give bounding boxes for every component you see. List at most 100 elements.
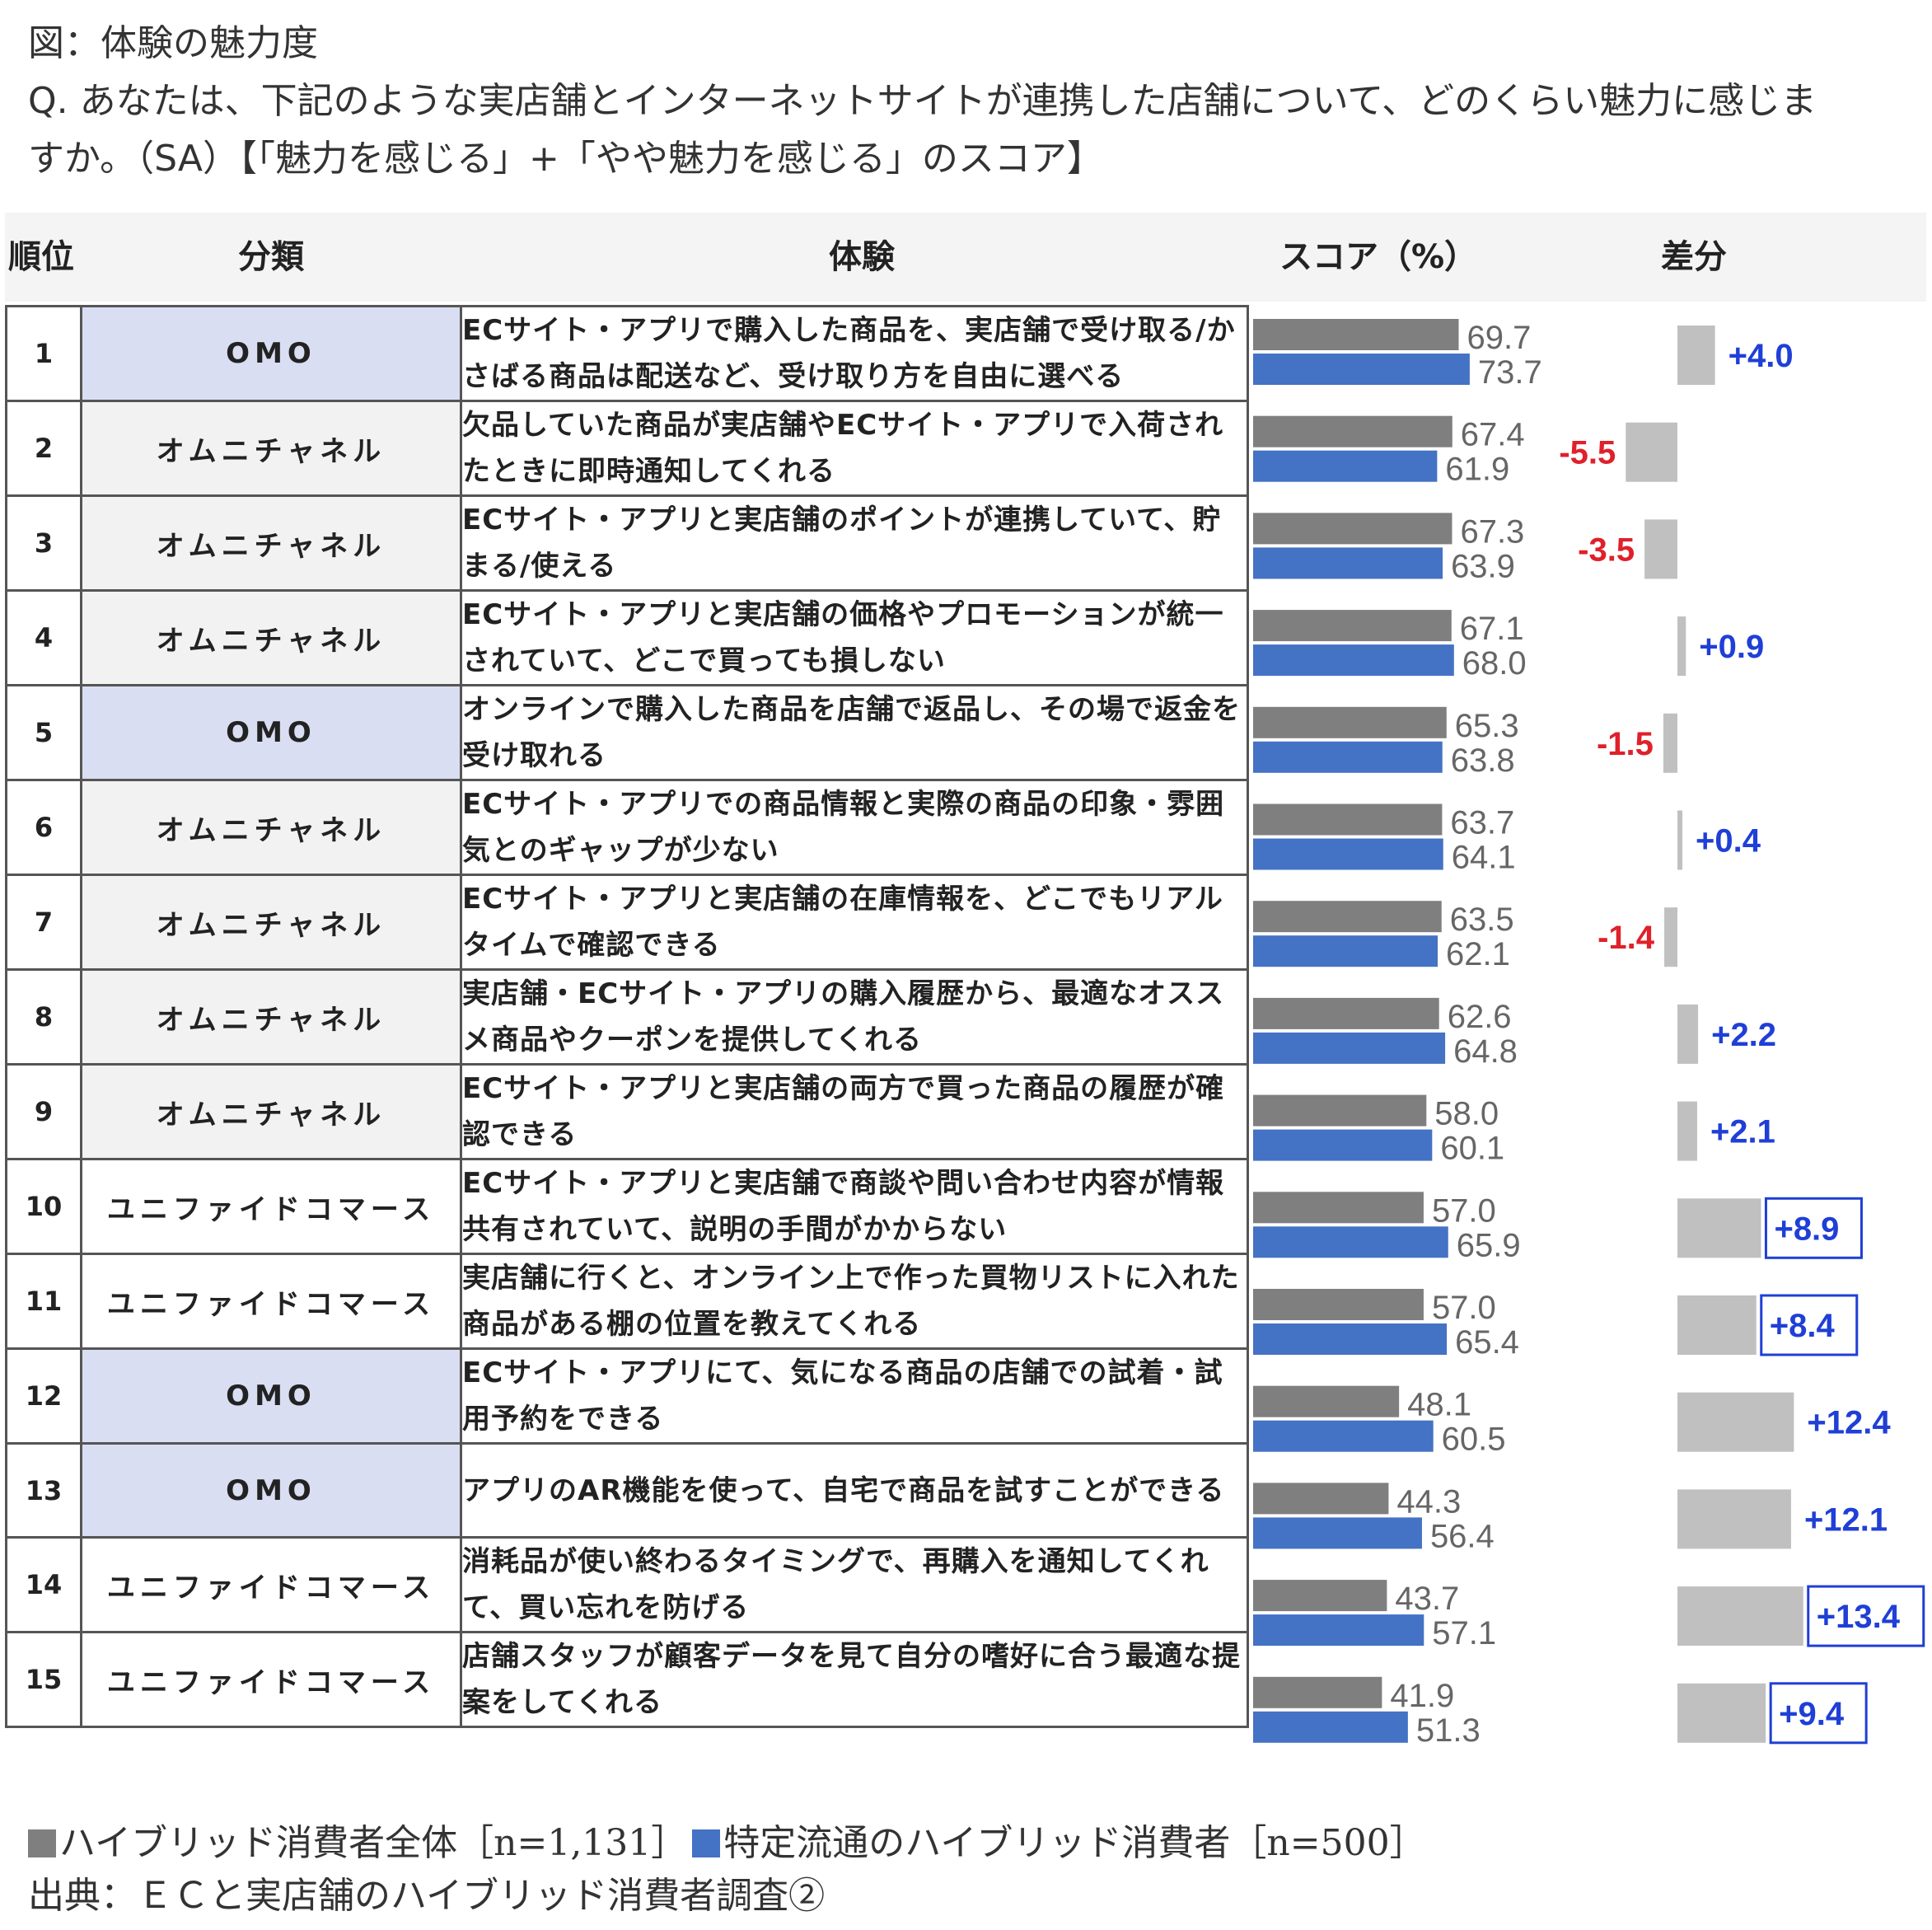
bar-specific-label: 56.4 xyxy=(1430,1518,1495,1554)
legend-label-specific: 特定流通のハイブリッド消費者［n=500］ xyxy=(723,1822,1426,1864)
table-row: 4 オムニチャネル ECサイト・アプリと実店舗の価格やプロモーションが統一されていて… xyxy=(5,589,1249,686)
bar-all xyxy=(1253,901,1442,933)
bar-all xyxy=(1253,1385,1400,1417)
bar-specific xyxy=(1253,1129,1433,1161)
legend-swatch-specific xyxy=(692,1829,721,1857)
bar-all-label: 67.4 xyxy=(1461,417,1525,453)
bar-specific xyxy=(1253,354,1470,385)
bar-specific-label: 60.5 xyxy=(1442,1422,1506,1458)
bar-all-label: 69.7 xyxy=(1467,320,1531,356)
diff-label: +9.4 xyxy=(1779,1696,1845,1732)
diff-highlight-box xyxy=(1760,1294,1859,1356)
category-cell: オムニチャネル xyxy=(80,1063,462,1160)
category-cell: オムニチャネル xyxy=(80,494,462,592)
bar-specific xyxy=(1253,547,1443,579)
table-row: 5 OMO オンラインで購入した商品を店舗で返品し、その場で返金を受け取れる xyxy=(5,684,1249,781)
table-row: 10 ユニファイドコマース ECサイト・アプリと実店舗で商談や問い合わせ内容が情報共… xyxy=(5,1158,1249,1255)
diff-bar xyxy=(1677,1392,1794,1452)
table-row: 7 オムニチャネル ECサイト・アプリと実店舗の在庫情報を、どこでもリアルタイムで確… xyxy=(5,874,1249,971)
bar-specific xyxy=(1253,1711,1408,1743)
table-row: 3 オムニチャネル ECサイト・アプリと実店舗のポイントが連携していて、貯まる/使え… xyxy=(5,494,1249,592)
title-line-3: すか。（SA）【「魅力を感じる」+「やや魅力を感じる」のスコア】 xyxy=(28,138,1103,180)
bar-all-label: 57.0 xyxy=(1432,1290,1496,1326)
bar-all xyxy=(1253,997,1439,1029)
bar-specific xyxy=(1253,1323,1448,1355)
experience-cell: ECサイト・アプリと実店舗の在庫情報を、どこでもリアルタイムで確認できる xyxy=(460,874,1249,971)
diff-label: +2.2 xyxy=(1711,1017,1776,1053)
legend-label-all: ハイブリッド消費者全体［n=1,131］ xyxy=(59,1822,688,1864)
table-row: 12 OMO ECサイト・アプリにて、気になる商品の店舗での試着・試用予約をできる xyxy=(5,1347,1249,1445)
bar-specific-label: 61.9 xyxy=(1445,452,1509,488)
legend-swatch-all xyxy=(28,1829,56,1857)
bar-all-label: 67.1 xyxy=(1460,611,1524,647)
bar-specific-label: 64.1 xyxy=(1452,840,1516,876)
bar-all xyxy=(1253,1289,1424,1320)
rank-cell: 7 xyxy=(5,874,82,971)
diff-label: -5.5 xyxy=(1559,435,1616,471)
table-header: 順位 分類 体験 スコア（%） 差分 xyxy=(5,213,1926,302)
bar-all-label: 57.0 xyxy=(1432,1192,1496,1229)
category-cell: ユニファイドコマース xyxy=(80,1253,462,1350)
header-score: スコア（%） xyxy=(1279,238,1478,276)
rank-cell: 15 xyxy=(5,1631,82,1728)
bar-specific-label: 63.8 xyxy=(1451,742,1515,779)
ranking-rows: 1 OMO ECサイト・アプリで購入した商品を、実店舗で受け取る/かさばる商品は配送… xyxy=(5,305,1249,1728)
diff-bar xyxy=(1677,1101,1697,1161)
table-row: 15 ユニファイドコマース 店舗スタッフが顧客データを見て自分の嗜好に合う最適な提案… xyxy=(5,1631,1249,1728)
bar-specific xyxy=(1253,741,1443,773)
bar-all xyxy=(1253,415,1453,447)
rank-cell: 9 xyxy=(5,1063,82,1160)
table-row: 9 オムニチャネル ECサイト・アプリと実店舗の両方で買った商品の履歴が確認できる xyxy=(5,1063,1249,1160)
category-cell: オムニチャネル xyxy=(80,779,462,876)
bar-all xyxy=(1253,610,1452,642)
rank-cell: 14 xyxy=(5,1536,82,1633)
bar-all-label: 63.5 xyxy=(1450,902,1514,938)
rank-cell: 2 xyxy=(5,400,82,497)
experience-cell: 欠品していた商品が実店舗やECサイト・アプリで入荷されたときに即時通知してくれる xyxy=(460,400,1249,497)
diff-bar xyxy=(1677,1489,1791,1549)
bar-specific xyxy=(1253,1420,1434,1452)
diff-label: +0.4 xyxy=(1696,823,1761,860)
experience-cell: ECサイト・アプリと実店舗で商談や問い合わせ内容が情報共有されていて、説明の手間… xyxy=(460,1158,1249,1255)
category-cell: OMO xyxy=(80,684,462,781)
source-note: 出典：ＥＣと実店舗のハイブリッド消費者調査② xyxy=(28,1875,826,1917)
category-cell: ユニファイドコマース xyxy=(80,1536,462,1633)
category-cell: OMO xyxy=(80,1442,462,1539)
bar-all xyxy=(1253,1580,1387,1612)
diff-bar xyxy=(1677,1004,1699,1064)
diff-bar xyxy=(1664,907,1677,967)
bar-specific xyxy=(1253,935,1438,967)
title-line-2: Q. あなたは、下記のような実店舗とインターネットサイトが連携した店舗について、… xyxy=(28,80,1817,122)
title-line-1: 図：体験の魅力度 xyxy=(28,22,318,64)
bar-specific-label: 57.1 xyxy=(1432,1615,1496,1651)
diff-label: +0.9 xyxy=(1699,629,1764,665)
bar-specific-label: 64.8 xyxy=(1453,1033,1518,1070)
rank-cell: 6 xyxy=(5,779,82,876)
experience-cell: 実店舗・ECサイト・アプリの購入履歴から、最適なオススメ商品やクーポンを提供して… xyxy=(460,968,1249,1066)
category-cell: ユニファイドコマース xyxy=(80,1631,462,1728)
bar-specific xyxy=(1253,838,1443,870)
diff-label: +12.1 xyxy=(1804,1501,1888,1538)
diff-label: +8.9 xyxy=(1774,1211,1839,1247)
table-row: 13 OMO アプリのAR機能を使って、自宅で商品を試すことができる xyxy=(5,1442,1249,1539)
bar-specific xyxy=(1253,450,1438,482)
bar-all-label: 48.1 xyxy=(1407,1387,1471,1423)
experience-cell: アプリのAR機能を使って、自宅で商品を試すことができる xyxy=(460,1442,1249,1539)
diff-bar xyxy=(1677,1295,1757,1355)
bar-all-label: 43.7 xyxy=(1395,1581,1459,1617)
diff-bar xyxy=(1644,519,1677,579)
rank-cell: 3 xyxy=(5,494,82,592)
rank-cell: 5 xyxy=(5,684,82,781)
diff-highlight-box xyxy=(1769,1682,1868,1745)
table-row: 6 オムニチャネル ECサイト・アプリでの商品情報と実際の商品の印象・雰囲気とのギャ… xyxy=(5,779,1249,876)
experience-cell: 消耗品が使い終わるタイミングで、再購入を通知してくれて、買い忘れを防げる xyxy=(460,1536,1249,1633)
bar-specific-label: 51.3 xyxy=(1416,1712,1481,1749)
experience-cell: ECサイト・アプリで購入した商品を、実店舗で受け取る/かさばる商品は配送など、受… xyxy=(460,305,1249,402)
diff-label: +12.4 xyxy=(1807,1405,1891,1441)
table-row: 2 オムニチャネル 欠品していた商品が実店舗やECサイト・アプリで入荷されたときに即… xyxy=(5,400,1249,497)
legend: ハイブリッド消費者全体［n=1,131］ 特定流通のハイブリッド消費者［n=500… xyxy=(28,1813,1426,1866)
bar-all-label: 65.3 xyxy=(1455,708,1519,744)
diff-label: +2.1 xyxy=(1710,1114,1775,1150)
rank-cell: 12 xyxy=(5,1347,82,1445)
